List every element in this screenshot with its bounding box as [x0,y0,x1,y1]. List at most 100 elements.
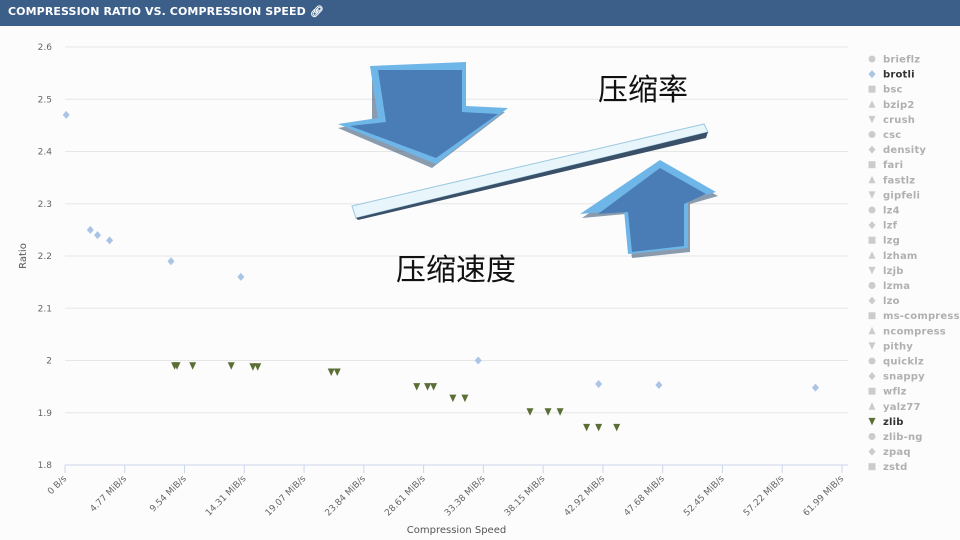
brotli-point[interactable] [237,272,245,281]
zlib-point[interactable] [526,408,534,416]
legend-item-lzma[interactable]: lzma [868,281,911,292]
brotli-point[interactable] [595,380,603,389]
zlib-point[interactable] [544,408,552,416]
legend-item-pithy[interactable]: pithy [868,341,914,352]
triangle-down-icon[interactable] [868,115,876,124]
legend-item-ncompress[interactable]: ncompress [868,326,946,337]
circle-icon[interactable] [868,131,876,138]
x-tick-label: 38.15 MiB/s [503,474,548,519]
legend-item-zstd[interactable]: zstd [868,462,908,473]
zlib-point[interactable] [327,368,335,376]
square-icon[interactable] [868,312,876,320]
legend-label: zlib [883,417,904,428]
legend-label: bsc [883,85,903,96]
zlib-point[interactable] [583,423,591,432]
square-icon[interactable] [868,85,876,93]
brotli-point[interactable] [811,383,819,392]
legend-item-gipfeli[interactable]: gipfeli [868,190,921,201]
y-tick-label: 2.1 [38,304,52,314]
legend-item-quicklz[interactable]: quicklz [868,357,924,368]
legend-item-fastlz[interactable]: fastlz [868,175,916,186]
legend-label: lzg [883,236,900,247]
circle-icon[interactable] [868,55,876,63]
diamond-icon[interactable] [868,296,876,305]
legend-item-wflz[interactable]: wflz [868,387,907,398]
zlib-point[interactable] [254,363,262,371]
diamond-icon[interactable] [868,70,876,79]
overlay-annotations: 压缩率 压缩速度 [338,62,718,288]
legend-item-snappy[interactable]: snappy [868,372,926,383]
legend-item-lzf[interactable]: lzf [868,221,898,232]
scatter-chart: 1.8 1.9 2 2.1 2.2 2.3 2.4 2.5 2.6 0 B/s 4.77 MiB/s… [18,43,960,536]
legend-item-lzham[interactable]: lzham [868,251,918,262]
legend-label: ms-compress [883,311,960,322]
zlib-point[interactable] [424,383,432,391]
triangle-icon[interactable] [868,100,876,108]
zlib-point[interactable] [413,383,421,391]
legend-item-lz4[interactable]: lz4 [868,206,900,217]
legend-item-zlib-ng[interactable]: zlib-ng [868,432,923,443]
legend-item-lzjb[interactable]: lzjb [868,266,904,277]
circle-icon[interactable] [868,433,876,440]
legend-item-bzip2[interactable]: bzip2 [868,100,915,111]
triangle-down-icon[interactable] [868,342,876,350]
diamond-icon[interactable] [868,221,876,230]
diamond-icon[interactable] [868,372,876,381]
zlib-point[interactable] [173,362,181,370]
zlib-point[interactable] [556,408,564,416]
zlib-point[interactable] [189,362,197,370]
brotli-point[interactable] [62,110,70,119]
zlib-point[interactable] [430,383,438,391]
triangle-down-icon[interactable] [868,266,876,275]
zlib-point[interactable] [595,423,603,432]
legend-item-zpaq[interactable]: zpaq [868,447,911,458]
legend-item-ms-compress[interactable]: ms-compress [868,311,960,322]
zlib-point[interactable] [449,394,457,403]
chart-header: COMPRESSION RATIO VS. COMPRESSION SPEED 🔗… [0,0,960,26]
legend-item-brotli[interactable]: brotli [868,70,915,81]
legend-label: lzma [883,281,910,292]
triangle-down-icon[interactable] [868,191,876,199]
triangle-icon[interactable] [868,402,876,410]
triangle-down-icon[interactable] [868,417,876,426]
brotli-point[interactable] [94,231,102,240]
legend-item-fari[interactable]: fari [868,160,904,171]
circle-icon[interactable] [868,357,876,365]
square-icon[interactable] [868,161,876,169]
legend-item-brieflz[interactable]: brieflz [868,55,921,66]
legend-item-yalz77[interactable]: yalz77 [868,402,921,413]
brotli-point[interactable] [167,257,175,266]
legend-item-zlib[interactable]: zlib [868,417,904,428]
circle-icon[interactable] [868,282,876,289]
x-tick-label: 61.99 MiB/s [802,474,847,519]
diamond-icon[interactable] [868,145,876,154]
triangle-icon[interactable] [868,326,876,335]
square-icon[interactable] [868,463,876,471]
zlib-point[interactable] [333,368,341,376]
zlib-point[interactable] [461,394,469,403]
circle-icon[interactable] [868,206,876,214]
legend-item-lzg[interactable]: lzg [868,236,901,247]
legend-item-density[interactable]: density [868,145,927,156]
y-axis-title: Ratio [18,243,29,269]
link-icon[interactable]: 🔗︎ [309,5,324,18]
legend-item-bsc[interactable]: bsc [868,85,903,96]
square-icon[interactable] [868,387,876,395]
brotli-point[interactable] [474,356,482,365]
chart-area: 1.8 1.9 2 2.1 2.2 2.3 2.4 2.5 2.6 0 B/s 4.77 MiB/s… [0,26,960,540]
legend-label: zstd [883,462,908,473]
zlib-point[interactable] [249,363,257,371]
brotli-point[interactable] [106,236,114,245]
diamond-icon[interactable] [868,447,876,456]
zlib-point[interactable] [613,423,621,432]
legend-item-lzo[interactable]: lzo [868,296,900,307]
legend-item-csc[interactable]: csc [868,130,902,141]
brotli-point[interactable] [655,381,663,390]
triangle-icon[interactable] [868,251,876,259]
brotli-point[interactable] [86,225,94,234]
zlib-point[interactable] [227,362,235,370]
triangle-icon[interactable] [868,175,876,184]
legend-label: quicklz [883,357,924,368]
legend-item-crush[interactable]: crush [868,115,916,126]
square-icon[interactable] [868,236,876,244]
